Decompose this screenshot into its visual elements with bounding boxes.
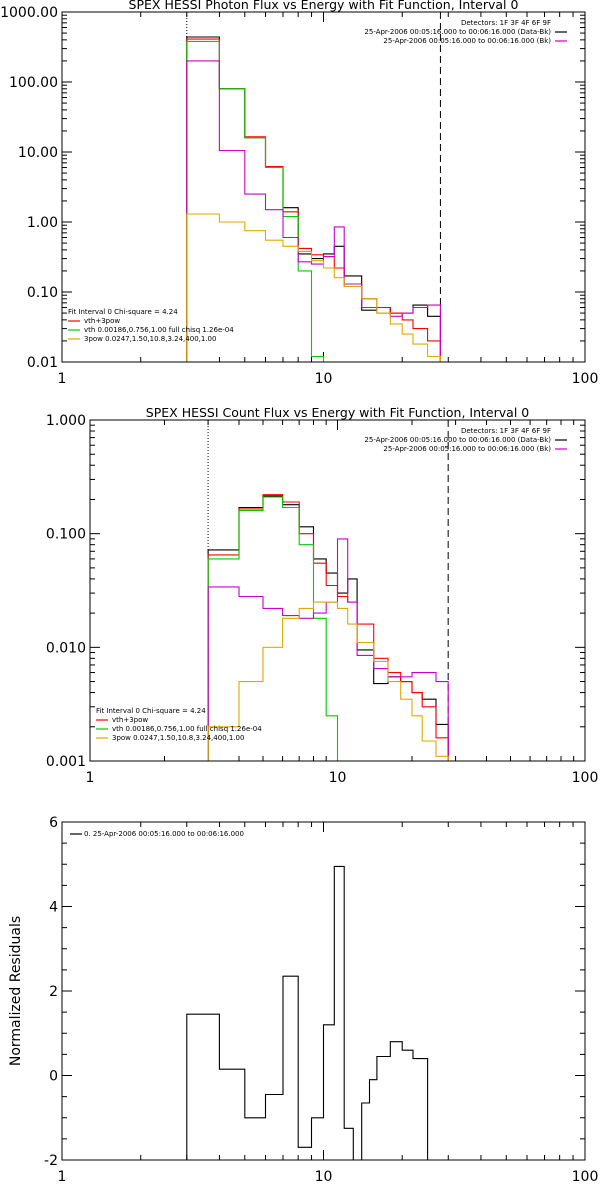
y-axis-label: Normalized Residuals: [8, 916, 24, 1066]
y-tick-label: 4: [49, 900, 58, 916]
y-tick-label: 0.001: [46, 754, 86, 770]
series-ddaa00-line: [186, 213, 441, 362]
y-tick-label: 0.010: [46, 640, 86, 656]
legend-text: vth 0.00186,0.756,1.00 full chisq 1.26e-…: [84, 326, 234, 334]
plot-frame: [61, 11, 586, 363]
y-tick-label: 0.01: [27, 355, 58, 371]
x-tick-label: 1: [58, 1169, 67, 1185]
x-tick-label: 1: [58, 371, 67, 387]
x-tick-label: 10: [315, 1169, 333, 1185]
chart-panel-1: SPEX HESSI Count Flux vs Energy with Fit…: [46, 405, 598, 786]
y-tick-label: 0.10: [27, 285, 58, 301]
series-group: [186, 865, 429, 1160]
series-00cc00-line: [186, 40, 325, 362]
legend-text: Detectors: 1F 3F 4F 6F 9F: [461, 427, 551, 435]
y-tick-label: 10.00: [18, 145, 58, 161]
y-tick-label: 100.00: [9, 75, 58, 91]
legend-text: 3pow 0.0247,1.50,10.8,3.24,400,1.00: [112, 734, 244, 742]
series-ddaa00-line: [207, 601, 449, 761]
y-tick-label: -2: [44, 1153, 58, 1169]
y-tick-label: 0.100: [46, 527, 86, 543]
plot-frame: [61, 821, 586, 1161]
x-tick-label: 10: [315, 371, 333, 387]
y-tick-label: 1.000: [46, 413, 86, 429]
series-cc00cc-line: [207, 538, 449, 761]
legend-text: 25-Apr-2006 00:05:16.000 to 00:06:16.000…: [383, 37, 551, 45]
chart-panel-2: 1 10 100 -2 0 2 4 6 Normalized Residuals 0. 25-Ap…: [8, 815, 598, 1185]
plot-frame: [89, 419, 586, 762]
legend-text: vth 0.00186,0.756,1.00 full chisq 1.26e-…: [112, 725, 262, 733]
series-group: [186, 36, 441, 362]
legend-text: 0. 25-Apr-2006 00:05:16.000 to 00:06:16.…: [84, 830, 244, 838]
x-tick-label: 100: [572, 1169, 599, 1185]
series-cc00cc-line: [186, 60, 441, 362]
series-data-line: [186, 865, 429, 1160]
legend-text: Fit Interval 0 Chi-square = 4.24: [96, 707, 206, 715]
y-tick-label: 1000.00: [0, 5, 58, 21]
legend-text: vth+3pow: [84, 317, 120, 325]
legend-text: vth+3pow: [112, 716, 148, 724]
series-ff0000-line: [186, 38, 441, 362]
y-tick-label: 1.00: [27, 215, 58, 231]
legend-text: 3pow 0.0247,1.50,10.8,3.24,400,1.00: [84, 335, 216, 343]
series-00cc00-line: [207, 496, 339, 761]
y-tick-label: 6: [49, 815, 58, 831]
x-tick-label: 1: [86, 770, 95, 786]
y-tick-label: 2: [49, 984, 58, 1000]
chart-title: SPEX HESSI Photon Flux vs Energy with Fi…: [129, 0, 519, 12]
chart-panel-0: SPEX HESSI Photon Flux vs Energy with Fi…: [0, 0, 598, 387]
legend-text: 25-Apr-2006 00:05:16.000 to 00:06:16.000…: [364, 436, 551, 444]
y-tick-label: 0: [49, 1069, 58, 1085]
x-tick-label: 100: [572, 770, 599, 786]
legend-text: 25-Apr-2006 00:05:16.000 to 00:06:16.000…: [383, 445, 551, 453]
legend-text: Detectors: 1F 3F 4F 6F 9F: [461, 19, 551, 27]
legend-text: 25-Apr-2006 00:05:16.000 to 00:06:16.000…: [364, 28, 551, 36]
series-group: [207, 494, 449, 761]
chart-title: SPEX HESSI Count Flux vs Energy with Fit…: [146, 405, 529, 420]
x-tick-label: 100: [572, 371, 599, 387]
series-ff0000-line: [207, 494, 449, 761]
legend-text: Fit Interval 0 Chi-square = 4.24: [68, 308, 178, 316]
x-tick-label: 10: [329, 770, 347, 786]
series-data-line: [207, 495, 449, 761]
